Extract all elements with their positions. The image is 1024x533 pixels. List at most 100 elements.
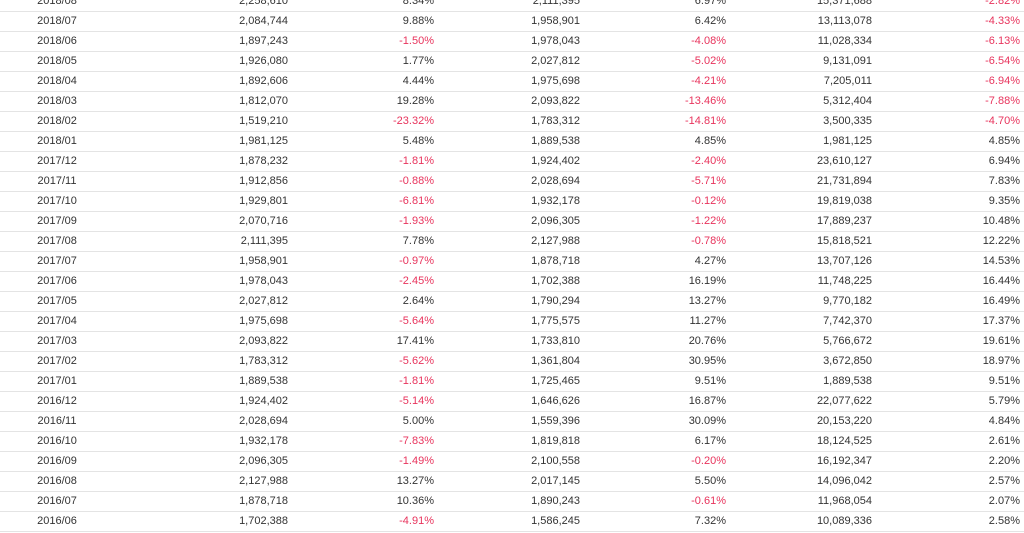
value-cell-1: 1,978,043: [239, 275, 288, 287]
table-row: 2018/03 1,812,070 19.28% 2,093,822 -13.46% 5,…: [0, 92, 1024, 112]
cumulative-change-cell: 14.53%: [982, 255, 1020, 267]
value-cell-1: 1,897,243: [239, 35, 288, 47]
period-cell: 2017/01: [37, 375, 77, 387]
cumulative-change-cell: -4.70%: [985, 115, 1020, 127]
table-row: 2016/11 2,028,694 5.00% 1,559,396 30.09% 20,1…: [0, 412, 1024, 432]
value-cell-1: 1,878,718: [239, 495, 288, 507]
cumulative-value-cell: 19,819,038: [816, 195, 872, 207]
cumulative-change-cell: -6.94%: [985, 75, 1020, 87]
cumulative-change-cell: 16.49%: [982, 295, 1020, 307]
change-cell-2: -4.21%: [691, 75, 726, 87]
value-cell-1: 1,889,538: [239, 375, 288, 387]
change-cell-1: -1.81%: [399, 375, 434, 387]
value-cell-1: 2,093,822: [239, 335, 288, 347]
cumulative-value-cell: 9,770,182: [823, 295, 872, 307]
cumulative-value-cell: 21,731,894: [816, 175, 872, 187]
period-cell: 2018/06: [37, 35, 77, 47]
change-cell-2: 4.85%: [694, 135, 726, 147]
table-row: 2016/06 1,702,388 -4.91% 1,586,245 7.32% 10,0…: [0, 512, 1024, 532]
cumulative-change-cell: 2.57%: [988, 475, 1020, 487]
period-cell: 2016/11: [37, 415, 77, 427]
cumulative-value-cell: 5,766,672: [823, 335, 872, 347]
change-cell-2: 20.76%: [688, 335, 726, 347]
change-cell-2: 6.17%: [694, 435, 726, 447]
cumulative-value-cell: 22,077,622: [816, 395, 872, 407]
value-cell-2: 2,027,812: [531, 55, 580, 67]
change-cell-2: 13.27%: [688, 295, 726, 307]
period-cell: 2017/11: [37, 175, 77, 187]
value-cell-1: 2,084,744: [239, 15, 288, 27]
value-cell-2: 1,790,294: [531, 295, 580, 307]
table-row: 2018/06 1,897,243 -1.50% 1,978,043 -4.08% 11,…: [0, 32, 1024, 52]
change-cell-1: 4.44%: [402, 75, 434, 87]
value-cell-1: 1,702,388: [239, 515, 288, 527]
value-cell-2: 1,646,626: [531, 395, 580, 407]
table-row: 2017/08 2,111,395 7.78% 2,127,988 -0.78% 15,8…: [0, 232, 1024, 252]
table-row: 2016/10 1,932,178 -7.83% 1,819,818 6.17% 18,1…: [0, 432, 1024, 452]
change-cell-2: -1.22%: [691, 215, 726, 227]
table-row: 2018/04 1,892,606 4.44% 1,975,698 -4.21% 7,20…: [0, 72, 1024, 92]
change-cell-1: -6.81%: [399, 195, 434, 207]
cumulative-change-cell: -2.82%: [985, 0, 1020, 7]
change-cell-1: 13.27%: [396, 475, 434, 487]
change-cell-2: -0.12%: [691, 195, 726, 207]
value-cell-1: 1,924,402: [239, 395, 288, 407]
value-cell-2: 1,975,698: [531, 75, 580, 87]
change-cell-2: -5.02%: [691, 55, 726, 67]
value-cell-2: 1,775,575: [531, 315, 580, 327]
cumulative-change-cell: 7.83%: [988, 175, 1020, 187]
period-cell: 2017/06: [37, 275, 77, 287]
value-cell-1: 2,028,694: [239, 415, 288, 427]
cumulative-value-cell: 7,205,011: [823, 75, 872, 87]
value-cell-2: 1,889,538: [531, 135, 580, 147]
change-cell-2: -2.40%: [691, 155, 726, 167]
change-cell-1: -5.14%: [399, 395, 434, 407]
value-cell-1: 1,926,080: [239, 55, 288, 67]
table-row: 2017/10 1,929,801 -6.81% 1,932,178 -0.12% 19,…: [0, 192, 1024, 212]
cumulative-value-cell: 16,192,347: [816, 455, 872, 467]
cumulative-change-cell: 4.84%: [988, 415, 1020, 427]
value-cell-2: 2,100,558: [531, 455, 580, 467]
value-cell-1: 1,912,856: [239, 175, 288, 187]
period-cell: 2018/03: [37, 95, 77, 107]
change-cell-2: 6.42%: [694, 15, 726, 27]
change-cell-1: -1.50%: [399, 35, 434, 47]
value-cell-1: 2,070,716: [239, 215, 288, 227]
value-cell-2: 1,361,804: [531, 355, 580, 367]
period-cell: 2016/12: [37, 395, 77, 407]
period-cell: 2017/08: [37, 235, 77, 247]
change-cell-1: -5.62%: [399, 355, 434, 367]
table-row: 2017/02 1,783,312 -5.62% 1,361,804 30.95% 3,6…: [0, 352, 1024, 372]
value-cell-1: 2,111,395: [240, 235, 288, 247]
change-cell-1: -0.88%: [399, 175, 434, 187]
value-cell-1: 1,929,801: [239, 195, 288, 207]
change-cell-1: -1.49%: [399, 455, 434, 467]
change-cell-2: 30.09%: [688, 415, 726, 427]
table-row: 2017/04 1,975,698 -5.64% 1,775,575 11.27% 7,7…: [0, 312, 1024, 332]
value-cell-1: 2,096,305: [239, 455, 288, 467]
value-cell-1: 1,981,125: [239, 135, 288, 147]
table-row: 2017/09 2,070,716 -1.93% 2,096,305 -1.22% 17,…: [0, 212, 1024, 232]
cumulative-change-cell: -6.13%: [985, 35, 1020, 47]
cumulative-value-cell: 11,968,054: [817, 495, 872, 507]
change-cell-1: -2.45%: [399, 275, 434, 287]
value-cell-1: 2,258,610: [239, 0, 288, 7]
cumulative-value-cell: 5,312,404: [823, 95, 872, 107]
value-cell-1: 1,892,606: [239, 75, 288, 87]
value-cell-2: 1,878,718: [531, 255, 580, 267]
period-cell: 2017/09: [37, 215, 77, 227]
period-cell: 2018/01: [37, 135, 77, 147]
value-cell-1: 2,127,988: [239, 475, 288, 487]
cumulative-value-cell: 9,131,091: [823, 55, 872, 67]
cumulative-change-cell: 19.61%: [982, 335, 1020, 347]
change-cell-2: -13.46%: [685, 95, 726, 107]
change-cell-1: -4.91%: [399, 515, 434, 527]
cumulative-change-cell: 2.07%: [988, 495, 1020, 507]
change-cell-1: -7.83%: [399, 435, 434, 447]
change-cell-2: -14.81%: [685, 115, 726, 127]
change-cell-1: -1.81%: [399, 155, 434, 167]
change-cell-2: -0.61%: [691, 495, 726, 507]
value-cell-2: 1,725,465: [531, 375, 580, 387]
change-cell-1: 8.34%: [402, 0, 434, 7]
cumulative-value-cell: 17,889,237: [816, 215, 872, 227]
